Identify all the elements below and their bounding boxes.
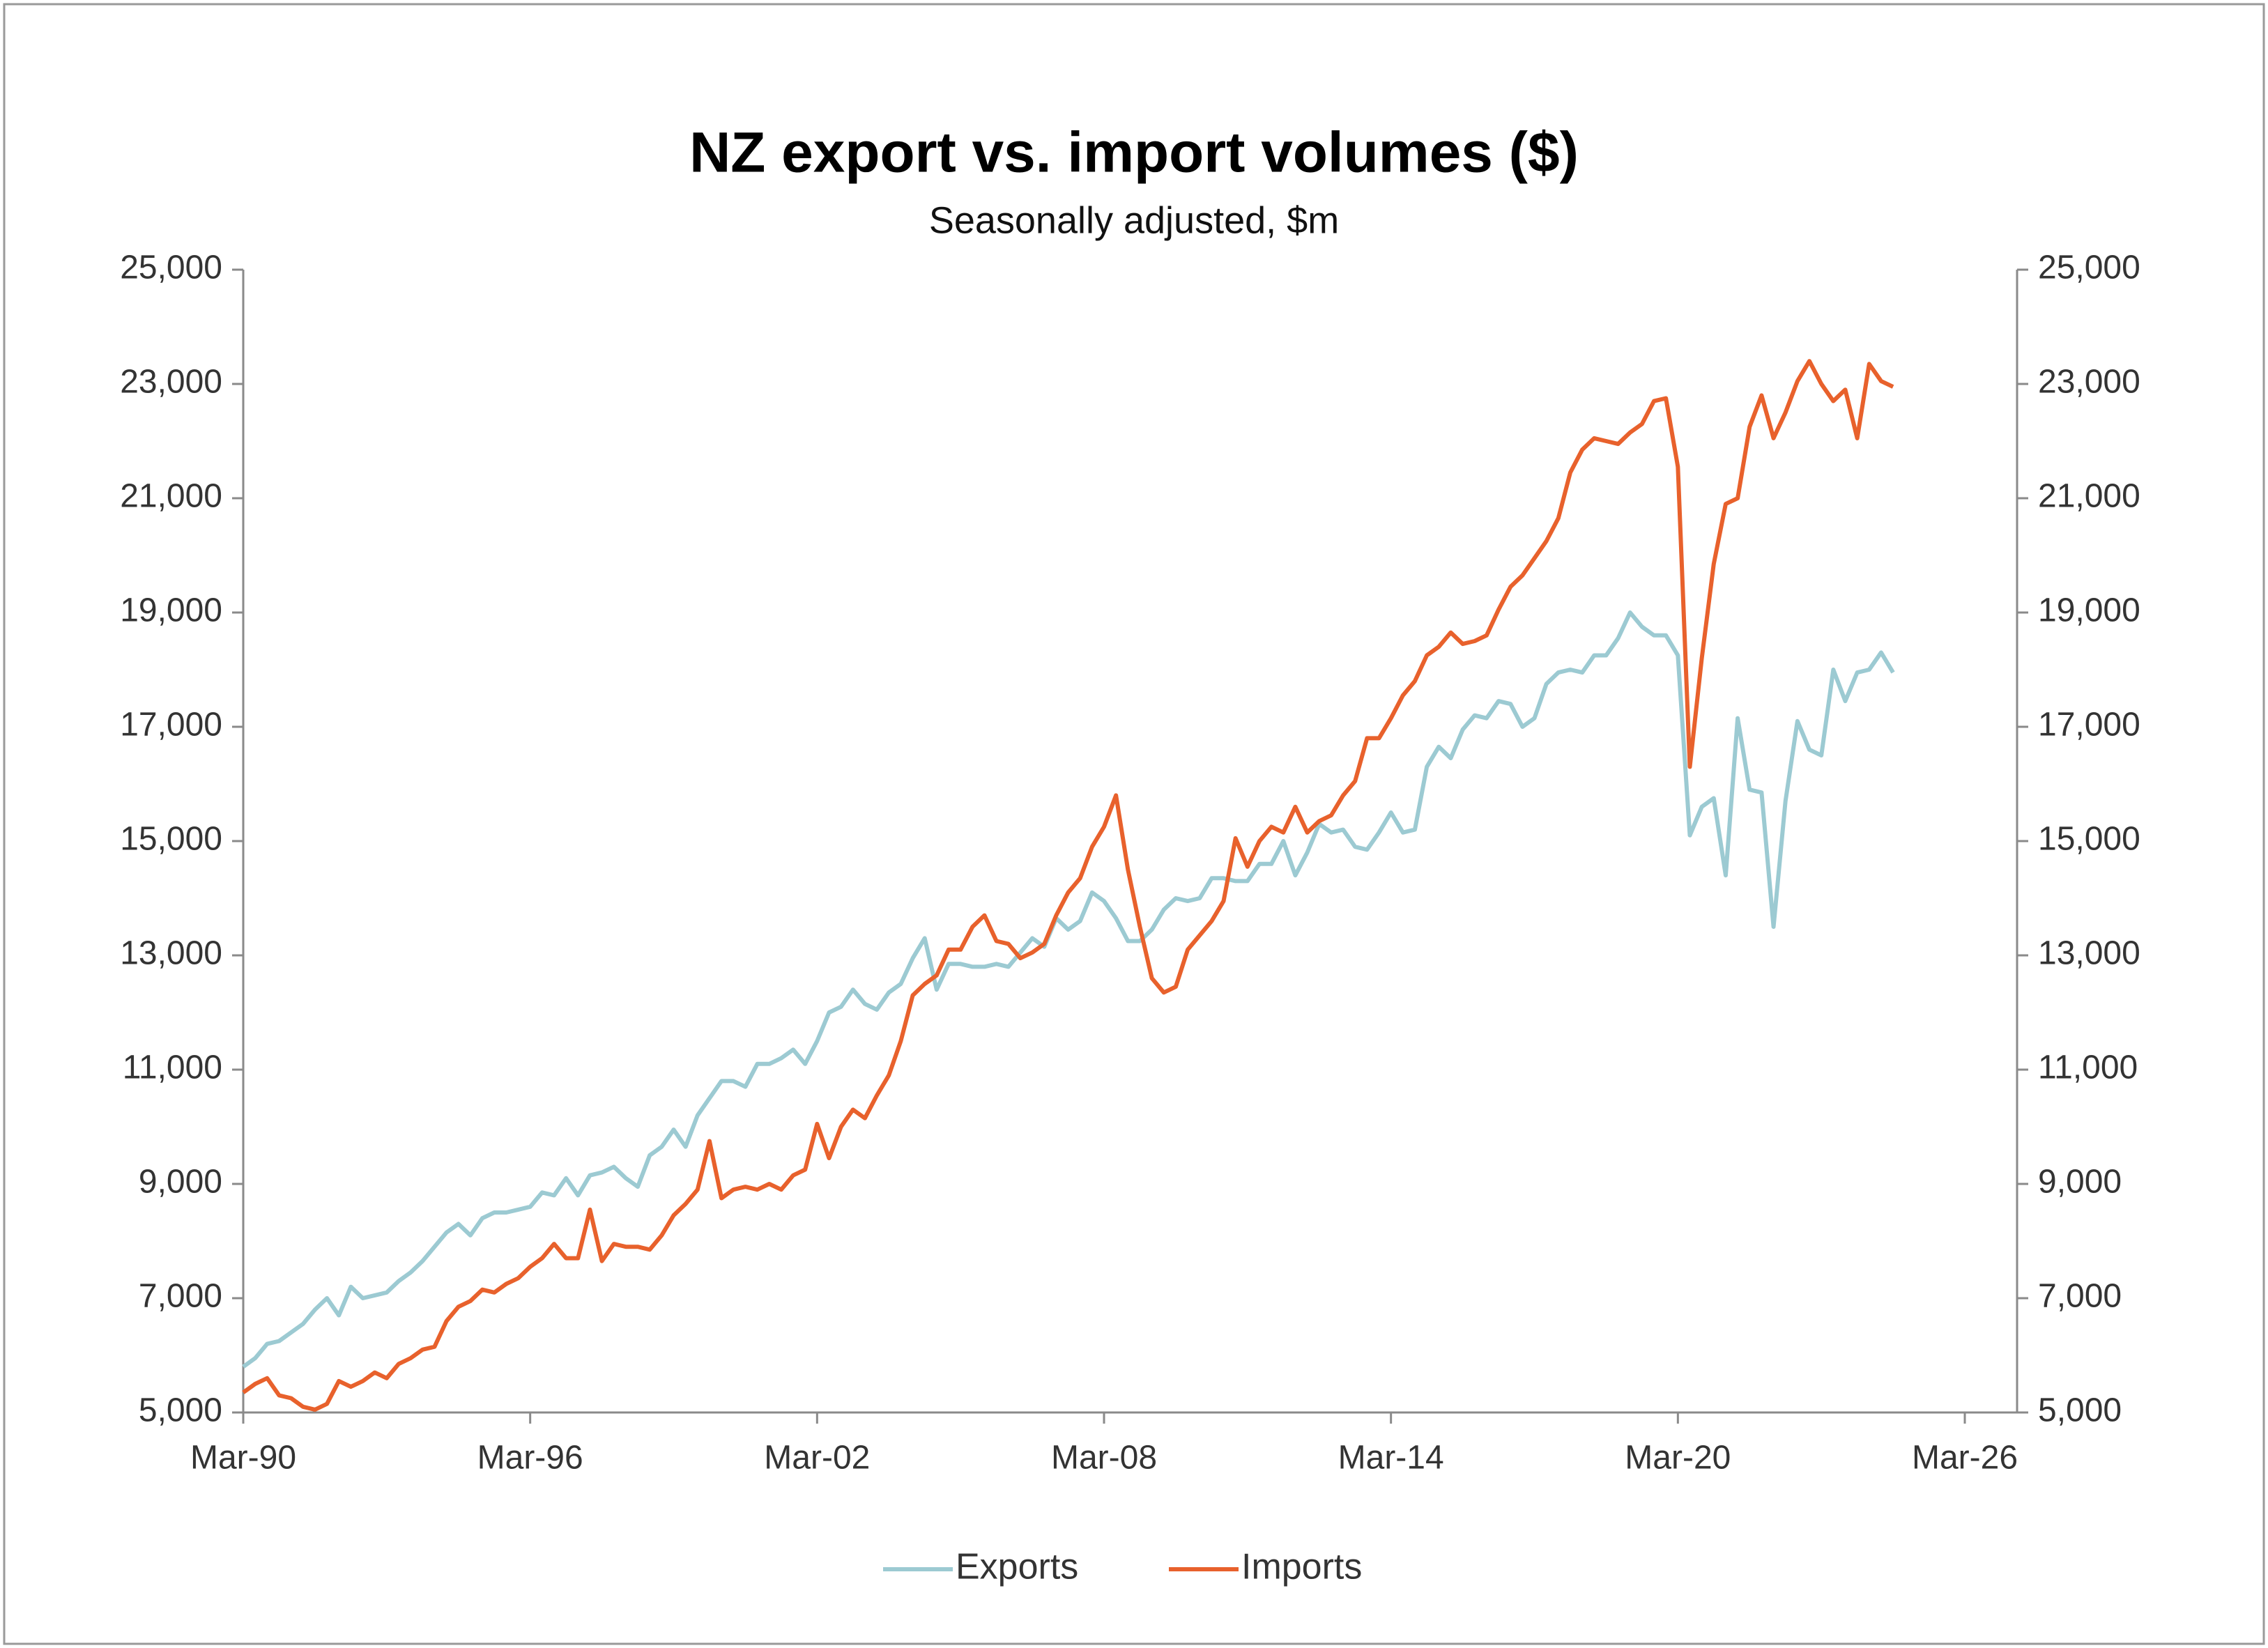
y2-tick-label: 13,000 <box>2038 935 2140 972</box>
y2-tick-label: 7,000 <box>2038 1278 2122 1315</box>
x-tick-label: Mar-90 <box>190 1440 296 1477</box>
y-tick-label: 9,000 <box>139 1164 222 1201</box>
y-tick-label: 11,000 <box>123 1049 222 1086</box>
y2-tick-label: 19,000 <box>2038 592 2140 629</box>
chart-border <box>3 3 2265 1645</box>
y-tick-label: 19,000 <box>120 592 222 629</box>
x-tick-label: Mar-14 <box>1338 1440 1444 1477</box>
x-tick-label: Mar-26 <box>1912 1440 2018 1477</box>
y2-tick-label: 23,000 <box>2038 364 2140 401</box>
series-line <box>242 610 1895 1369</box>
y2-tick-label: 17,000 <box>2038 707 2140 744</box>
chart-title: NZ export vs. import volumes ($) <box>689 121 1579 185</box>
y2-tick-label: 25,000 <box>2038 249 2140 286</box>
y-tick-label: 15,000 <box>120 821 222 858</box>
y2-tick-label: 9,000 <box>2038 1164 2122 1201</box>
legend-label: Exports <box>956 1547 1078 1587</box>
legend-label: Imports <box>1241 1547 1362 1587</box>
y-tick-label: 7,000 <box>139 1278 222 1315</box>
y2-tick-label: 11,000 <box>2038 1049 2138 1086</box>
x-tick-label: Mar-02 <box>764 1440 870 1477</box>
series-line <box>242 359 1894 1412</box>
y2-tick-label: 21,000 <box>2038 478 2140 515</box>
y-tick-label: 17,000 <box>120 707 222 744</box>
y-tick-label: 21,000 <box>120 478 222 515</box>
x-tick-label: Mar-08 <box>1051 1440 1157 1477</box>
y-tick-label: 13,000 <box>120 935 222 972</box>
y-tick-label: 25,000 <box>120 249 222 286</box>
x-tick-label: Mar-20 <box>1625 1440 1731 1477</box>
y-tick-label: 23,000 <box>120 364 222 401</box>
y-tick-label: 5,000 <box>139 1392 222 1429</box>
chart-subtitle: Seasonally adjusted, $m <box>929 199 1339 241</box>
y2-tick-label: 15,000 <box>2038 821 2140 858</box>
y2-tick-label: 5,000 <box>2038 1392 2122 1429</box>
x-tick-label: Mar-96 <box>477 1440 583 1477</box>
